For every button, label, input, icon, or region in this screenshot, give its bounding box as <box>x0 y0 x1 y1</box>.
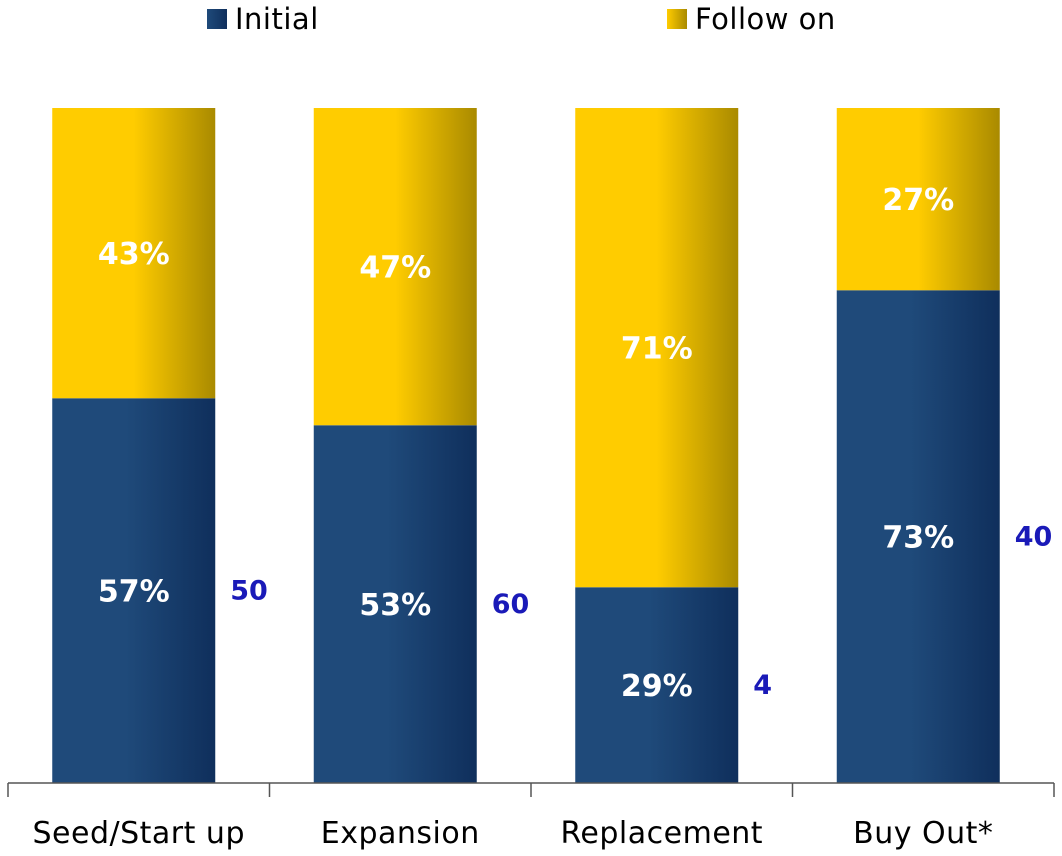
data-label-follow-on-2: 47% <box>359 251 431 286</box>
bar-follow-on-3 <box>575 108 739 588</box>
bar-follow-on-2 <box>313 108 477 426</box>
data-label-initial-3: 29% <box>621 669 693 704</box>
data-label-initial-1: 57% <box>98 575 170 610</box>
annotation-4: 40 <box>1015 522 1053 553</box>
category-label-1: Seed/Start up <box>33 816 246 851</box>
bars: 57% 43% 50 53% 47% 60 29% 71% 4 73% 27% 40 <box>52 108 1052 783</box>
category-label-4: Buy Out* <box>853 816 993 851</box>
data-label-follow-on-4: 27% <box>882 183 954 218</box>
bar-initial-1 <box>52 398 216 783</box>
annotation-1: 50 <box>230 576 268 607</box>
legend: Initial Follow on <box>0 0 1062 40</box>
x-axis: Seed/Start up Expansion Replacement Buy Out… <box>7 782 1055 851</box>
category-label-2: Expansion <box>321 816 480 851</box>
bar-initial-3 <box>575 587 739 783</box>
bar-initial-2 <box>313 425 477 783</box>
legend-swatch-follow-on <box>667 9 687 29</box>
annotation-2: 60 <box>492 589 530 620</box>
legend-label-initial: Initial <box>235 2 319 36</box>
bar-initial-4 <box>836 290 1000 783</box>
legend-swatch-initial <box>207 9 227 29</box>
bar-follow-on-4 <box>836 108 1000 291</box>
category-label-3: Replacement <box>560 816 763 851</box>
data-label-follow-on-1: 43% <box>98 237 170 272</box>
data-label-initial-4: 73% <box>882 521 954 556</box>
data-label-follow-on-3: 71% <box>621 332 693 367</box>
data-label-initial-2: 53% <box>359 588 431 623</box>
legend-label-follow-on: Follow on <box>695 2 836 36</box>
annotation-3: 4 <box>753 670 772 701</box>
legend-item-initial: Initial <box>207 2 319 36</box>
bar-follow-on-1 <box>52 108 216 399</box>
legend-item-follow-on: Follow on <box>667 2 836 36</box>
